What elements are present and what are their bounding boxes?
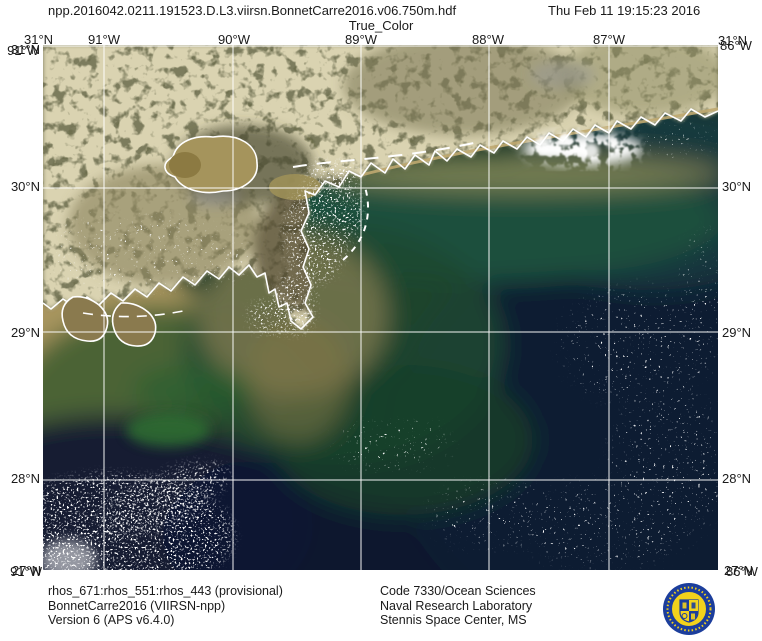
lat-label-right: 28°N bbox=[722, 471, 752, 486]
footer-product-line: BonnetCarre2016 (VIIRSN-npp) bbox=[48, 598, 226, 613]
lat-label-left: 29°N bbox=[10, 325, 40, 340]
footer-org-block: Code 7330/Ocean Sciences Naval Research … bbox=[380, 584, 536, 628]
filename-title: npp.2016042.0211.191523.D.L3.viirsn.Bonn… bbox=[48, 3, 457, 18]
lon-label: 89°W bbox=[345, 32, 377, 47]
footer-org-line: Naval Research Laboratory bbox=[380, 598, 533, 613]
lat-label-left: 30°N bbox=[10, 179, 40, 194]
top-lat-label: 31°N bbox=[24, 32, 54, 47]
marsh-speckles bbox=[249, 161, 361, 333]
footer-org-line: Stennis Space Center, MS bbox=[380, 613, 527, 627]
lat-label-right: 29°N bbox=[722, 325, 752, 340]
lat-label-right: 30°N bbox=[722, 179, 752, 194]
graticule-gridlines bbox=[43, 45, 718, 570]
cloud-layer bbox=[0, 126, 723, 595]
footer-org-line: Code 7330/Ocean Sciences bbox=[380, 584, 536, 598]
lon-label: 87°W bbox=[593, 32, 625, 47]
corner-label-bottomleft: 27°N 91°W bbox=[10, 563, 42, 579]
footer-product-block: rhos_671:rhos_551:rhos_443 (provisional)… bbox=[48, 584, 283, 628]
timestamp: Thu Feb 11 19:15:23 2016 bbox=[548, 3, 701, 18]
product-title: True_Color bbox=[348, 18, 414, 33]
corner-label-topright: 31°N 86°W bbox=[718, 33, 752, 53]
lat-label-left: 28°N bbox=[10, 471, 40, 486]
corner-label-bottomright: 27°N 86°W bbox=[724, 563, 758, 579]
lon-label: 90°W bbox=[218, 32, 250, 47]
footer-product-line: Version 6 (APS v6.4.0) bbox=[48, 613, 175, 627]
lon-label: 91°W bbox=[88, 32, 120, 47]
nrl-seal-logo bbox=[662, 582, 716, 635]
lon-label: 88°W bbox=[472, 32, 504, 47]
corner-label-topleft: 31°N 91°W bbox=[7, 42, 40, 58]
satellite-map-image bbox=[0, 45, 762, 641]
footer-product-line: rhos_671:rhos_551:rhos_443 (provisional) bbox=[48, 584, 283, 598]
